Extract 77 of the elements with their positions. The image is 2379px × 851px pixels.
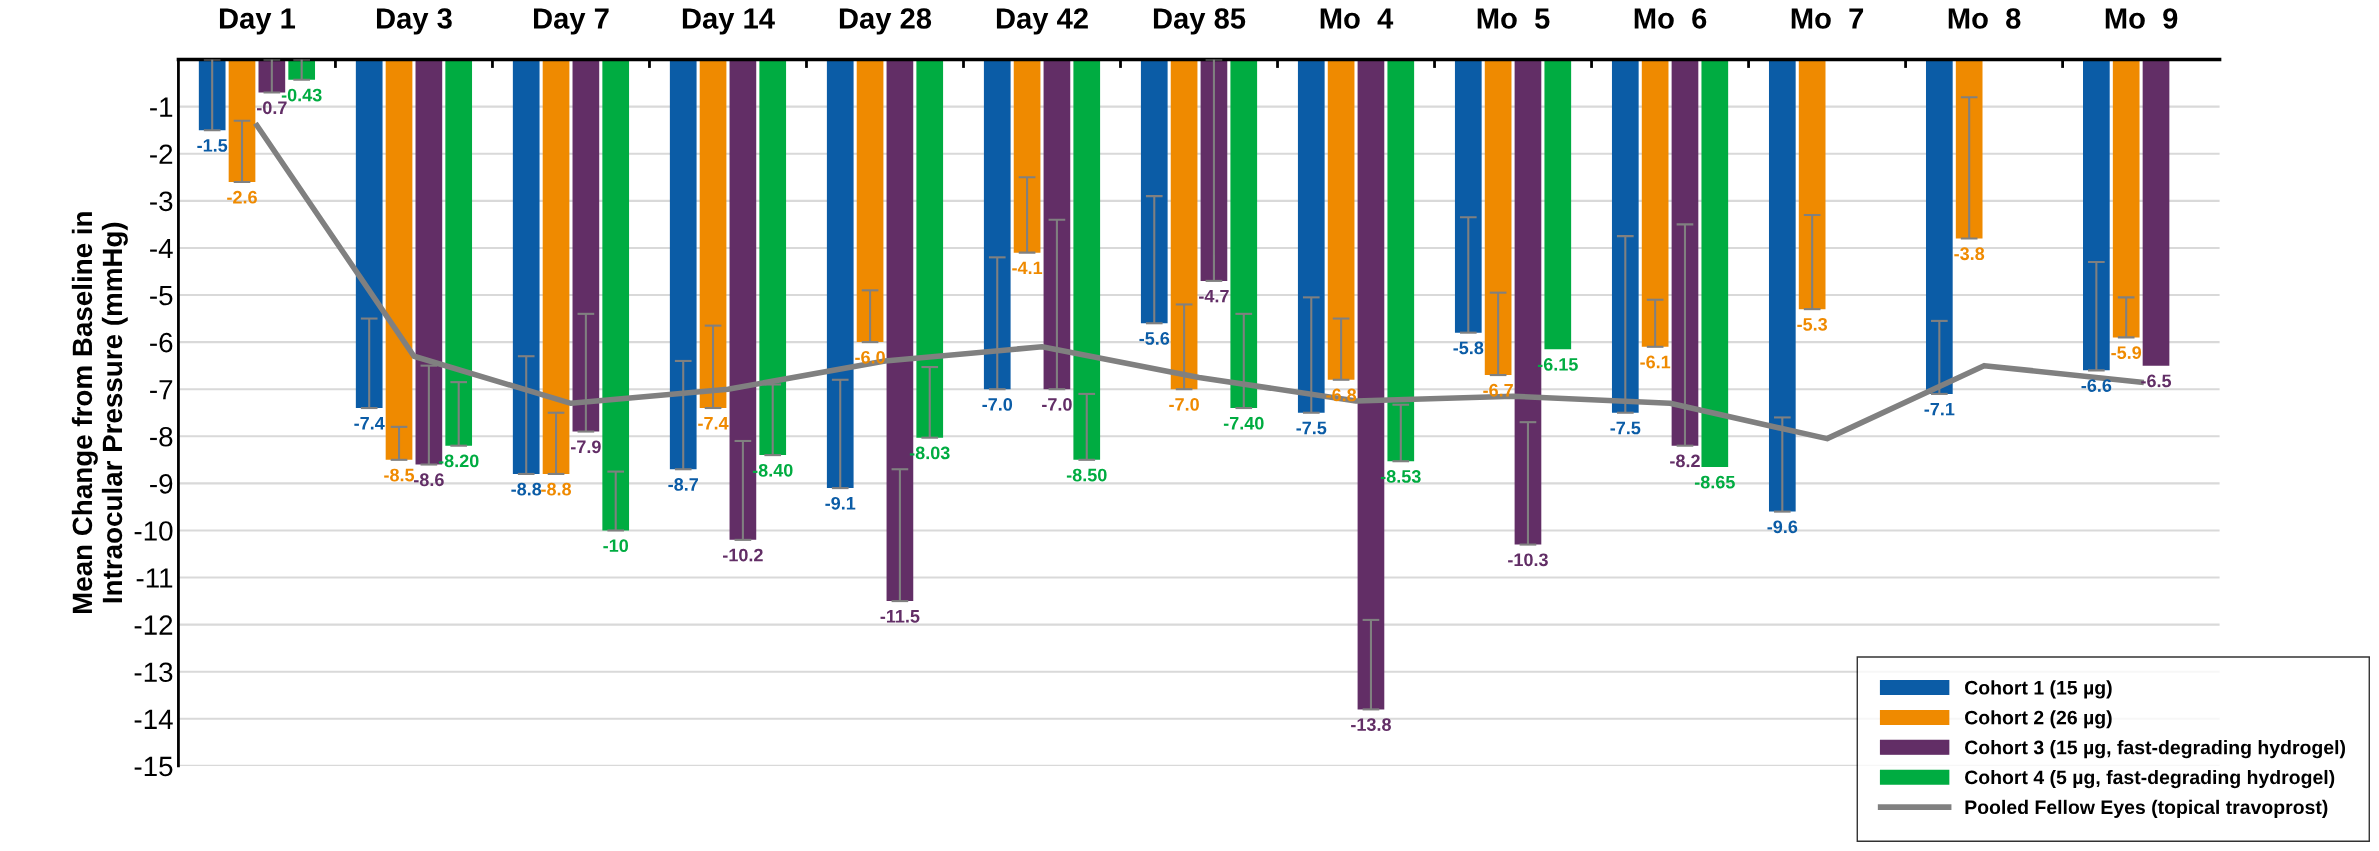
- y-tick-label: -6: [150, 332, 173, 353]
- data-label: -6.7: [1483, 383, 1513, 397]
- data-label: -8.7: [668, 478, 698, 491]
- data-label: -11.5: [880, 610, 920, 623]
- data-label: -7.4: [354, 417, 385, 430]
- data-label: -2.6: [227, 190, 257, 204]
- y-tick-label: -14: [134, 709, 173, 729]
- data-label: -8.8: [511, 482, 542, 496]
- data-label: -6.8: [1326, 388, 1357, 402]
- data-label: -8.6: [414, 473, 444, 487]
- y-tick-label: -11: [136, 568, 173, 588]
- data-label: -3.8: [1954, 247, 1985, 261]
- data-label: -5.9: [2111, 346, 2142, 359]
- data-label: -7.9: [571, 440, 601, 454]
- y-tick-label: -5: [150, 285, 173, 306]
- data-label: -8.20: [438, 454, 479, 468]
- x-tick-label: Day 1: [219, 8, 296, 35]
- data-label: -4.1: [1012, 261, 1043, 275]
- y-tick-label: -15: [134, 756, 173, 777]
- data-label: -0.43: [281, 88, 322, 102]
- x-tick-label: Mo 4: [1320, 8, 1394, 29]
- data-label: -13.8: [1351, 718, 1391, 732]
- data-label: -6.0: [855, 350, 885, 364]
- data-label: -5.8: [1453, 341, 1484, 355]
- data-label: -8.50: [1066, 468, 1107, 482]
- data-label: -7.0: [1169, 398, 1199, 411]
- y-tick-label: -13: [134, 662, 173, 683]
- x-tick-label: Day 14: [682, 8, 775, 35]
- data-label: -4.7: [1199, 289, 1229, 303]
- data-label: -5.3: [1797, 317, 1828, 331]
- data-label: -8.65: [1694, 475, 1735, 489]
- data-label: -6.1: [1640, 355, 1671, 369]
- x-tick-label: Mo 8: [1948, 8, 2021, 29]
- data-label: -6.5: [2141, 374, 2172, 388]
- x-tick-label: Mo 5: [1477, 8, 1550, 29]
- x-tick-label: Mo 7: [1791, 8, 1864, 29]
- x-tick-label: Day 7: [534, 8, 609, 35]
- legend-label: Cohort 1 (15 µg): [1965, 680, 2112, 699]
- data-label: -8.2: [1670, 454, 1700, 468]
- data-label: -7.4: [698, 417, 729, 430]
- data-label: -5.6: [1139, 332, 1170, 345]
- data-label: -7.5: [1610, 421, 1641, 435]
- x-tick-label: Day 28: [839, 8, 932, 35]
- data-label: -8.8: [541, 482, 572, 496]
- y-axis-title: Mean Change from Baseline in Intraocular Pressure (mmHg): [71, 212, 128, 614]
- data-label: -10: [603, 539, 629, 553]
- y-tick-label: -9: [150, 474, 173, 494]
- data-label: -7.0: [982, 398, 1013, 411]
- legend-label: Cohort 2 (26 µg): [1965, 710, 2112, 729]
- y-tick-label: -1: [150, 97, 173, 117]
- data-label: -7.40: [1223, 416, 1264, 430]
- data-label: -9.6: [1767, 520, 1798, 534]
- data-label: -1.5: [197, 139, 228, 152]
- data-label: -7.0: [1042, 398, 1072, 411]
- data-label: -10.3: [1508, 553, 1548, 567]
- x-tick-label: Day 42: [996, 8, 1088, 35]
- y-tick-label: -10: [134, 521, 173, 541]
- data-label: -0.7: [257, 101, 287, 115]
- x-tick-label: Day 85: [1153, 8, 1246, 35]
- data-label: -7.1: [1924, 402, 1955, 416]
- y-tick-label: -2: [150, 144, 173, 164]
- x-tick-label: Day 3: [376, 8, 452, 35]
- data-label: -7.5: [1296, 421, 1327, 435]
- y-tick-label: -8: [150, 426, 173, 447]
- legend-label: Cohort 4 (5 µg, fast-degrading hydrogel): [1965, 769, 2335, 789]
- y-tick-label: -7: [150, 380, 173, 400]
- data-label: -9.1: [825, 496, 856, 510]
- legend-label: Pooled Fellow Eyes (topical travoprost): [1965, 799, 2328, 818]
- y-tick-label: -4: [150, 238, 173, 258]
- legend-label: Cohort 3 (15 µg, fast-degrading hydrogel): [1965, 740, 2345, 759]
- y-tick-label: -3: [150, 191, 173, 212]
- x-tick-label: Mo 6: [1634, 8, 1707, 29]
- data-label: -8.5: [384, 468, 415, 482]
- x-tick-label: Mo 9: [2105, 8, 2178, 29]
- data-label: -10.2: [723, 548, 763, 562]
- data-label: -6.6: [2081, 379, 2112, 392]
- y-tick-label: -12: [134, 615, 173, 635]
